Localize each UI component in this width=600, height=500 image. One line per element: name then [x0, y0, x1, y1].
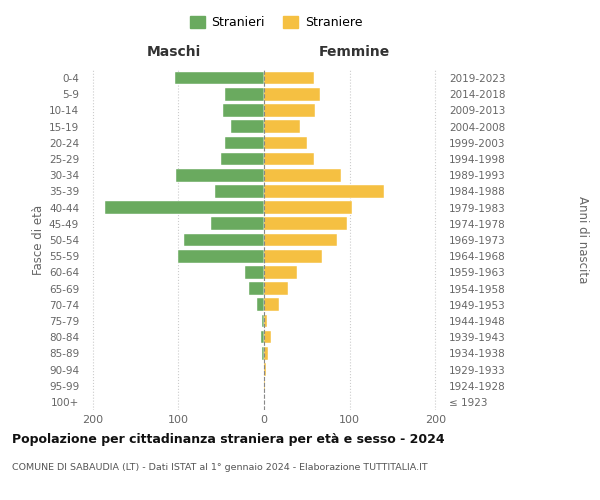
Bar — [264, 136, 307, 149]
Bar — [184, 234, 264, 246]
Bar — [264, 282, 288, 295]
Text: Femmine: Femmine — [319, 44, 389, 59]
Bar — [224, 136, 264, 149]
Bar — [264, 218, 347, 230]
Bar — [264, 266, 296, 278]
Y-axis label: Fasce di età: Fasce di età — [32, 205, 45, 275]
Bar — [264, 314, 268, 328]
Bar — [226, 88, 264, 101]
Bar — [264, 88, 320, 101]
Text: COMUNE DI SABAUDIA (LT) - Dati ISTAT al 1° gennaio 2024 - Elaborazione TUTTITALI: COMUNE DI SABAUDIA (LT) - Dati ISTAT al … — [12, 462, 428, 471]
Bar — [262, 347, 264, 360]
Bar — [264, 298, 280, 311]
Bar — [106, 202, 264, 214]
Bar — [176, 169, 264, 181]
Y-axis label: Anni di nascita: Anni di nascita — [576, 196, 589, 284]
Bar — [264, 152, 314, 166]
Bar — [248, 282, 264, 295]
Legend: Stranieri, Straniere: Stranieri, Straniere — [185, 11, 367, 34]
Bar — [264, 185, 384, 198]
Bar — [264, 169, 341, 181]
Bar — [264, 347, 268, 360]
Bar — [262, 314, 264, 328]
Bar — [232, 120, 264, 133]
Bar — [257, 298, 264, 311]
Bar — [264, 234, 337, 246]
Text: Popolazione per cittadinanza straniera per età e sesso - 2024: Popolazione per cittadinanza straniera p… — [12, 432, 445, 446]
Bar — [175, 72, 264, 85]
Bar — [245, 266, 264, 278]
Bar — [215, 185, 264, 198]
Bar — [264, 202, 352, 214]
Bar — [264, 120, 300, 133]
Bar — [178, 250, 264, 262]
Bar — [221, 152, 264, 166]
Text: Maschi: Maschi — [147, 44, 201, 59]
Bar — [264, 250, 322, 262]
Bar — [223, 104, 264, 117]
Bar — [264, 104, 316, 117]
Bar — [262, 331, 264, 344]
Bar — [211, 218, 264, 230]
Bar — [264, 380, 265, 392]
Bar — [264, 363, 266, 376]
Bar — [264, 72, 314, 85]
Bar — [264, 331, 271, 344]
